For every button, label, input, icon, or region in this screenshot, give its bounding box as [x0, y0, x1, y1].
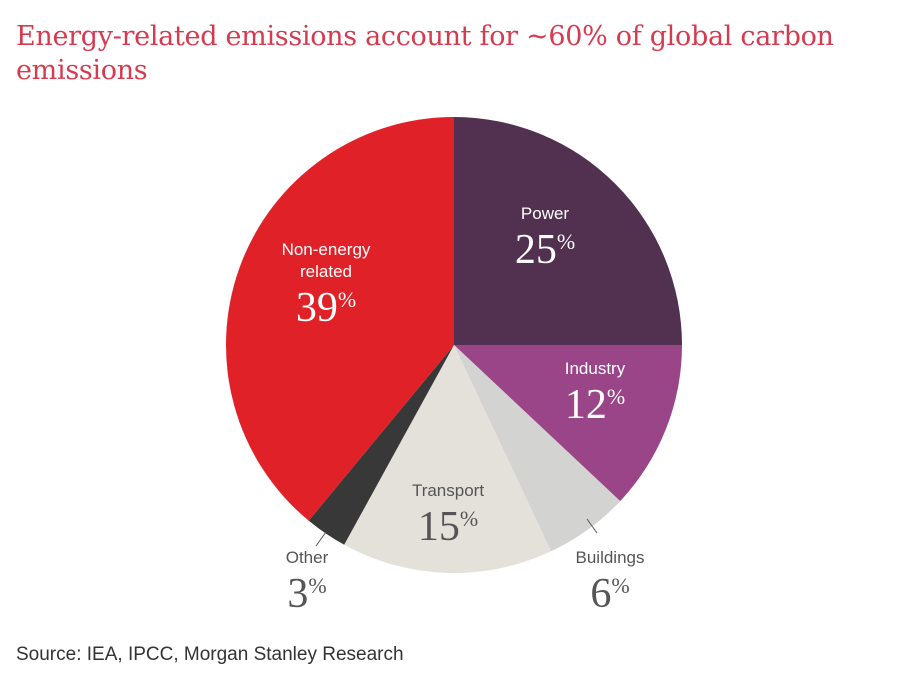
chart-title: Energy-related emissions account for ~60… — [16, 21, 834, 86]
pie-slice-power — [454, 117, 682, 345]
slice-label-industry: Industry — [565, 359, 626, 378]
slice-value-power: 25% — [515, 227, 575, 273]
leader-line-buildings — [586, 518, 598, 534]
slice-label-power: Power — [521, 204, 570, 223]
pie-slice-buildings — [454, 345, 621, 552]
slice-value-transport: 15% — [418, 504, 478, 550]
pie-slice-other — [308, 345, 454, 545]
slice-label-other: Other — [286, 548, 329, 567]
slice-value-other: 3% — [287, 571, 326, 617]
slice-label-buildings: Buildings — [576, 548, 645, 567]
slice-value-non-energy-related: 39% — [296, 285, 356, 331]
source-note: Source: IEA, IPCC, Morgan Stanley Resear… — [16, 644, 404, 665]
slice-label-transport: Transport — [412, 481, 484, 500]
slice-label-non-energy-related-line-2: related — [300, 262, 352, 281]
slice-labels: Power 25% Industry 12% Buildings 6% Transport 1… — [282, 204, 645, 617]
pie-slices — [225, 116, 682, 574]
slice-label-non-energy-related-line-1: Non-energy — [282, 240, 371, 259]
pie-slice-non-energy-related — [225, 116, 454, 521]
leader-line-other — [315, 531, 327, 547]
leader-lines — [315, 518, 598, 547]
slice-value-industry: 12% — [565, 382, 625, 428]
slice-value-buildings: 6% — [590, 571, 629, 617]
pie-slice-transport — [344, 345, 552, 574]
pie-slice-industry — [454, 345, 682, 502]
